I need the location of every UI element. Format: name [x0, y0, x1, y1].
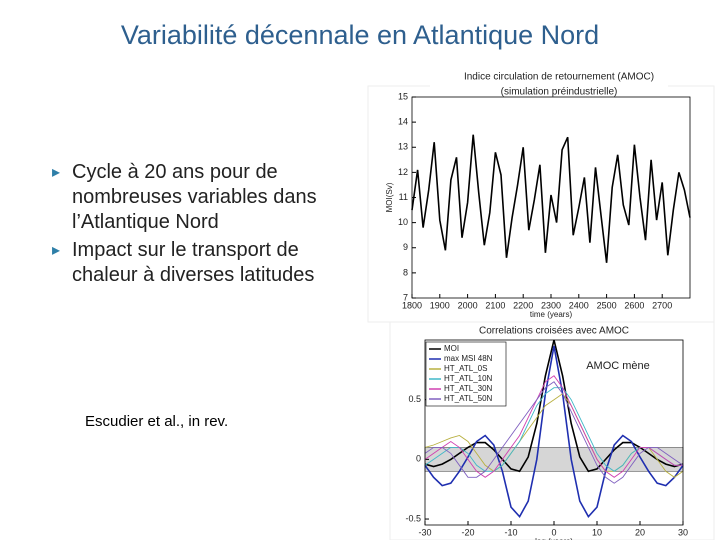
legend-label: HT_ATL_10N — [444, 374, 493, 383]
y-tick-label: 13 — [398, 142, 408, 152]
x-tick-label: 2600 — [624, 300, 644, 310]
chart-title: Indice circulation de retournement (AMOC… — [464, 72, 654, 83]
series-line — [424, 381, 684, 484]
chart-subtitle: (simulation préindustrielle) — [501, 87, 618, 98]
x-tick-label: -10 — [504, 527, 517, 537]
x-axis-label: time (years) — [530, 310, 573, 319]
legend-label: max MSI 48N — [444, 354, 493, 363]
x-tick-label: 10 — [592, 527, 602, 537]
x-tick-label: 20 — [635, 527, 645, 537]
series-line — [424, 375, 683, 478]
y-tick-label: 10 — [398, 217, 408, 227]
x-tick-label: 2300 — [541, 300, 561, 310]
plot-frame — [424, 339, 684, 526]
series-line — [411, 134, 691, 263]
legend-label: MOI — [444, 344, 459, 353]
y-tick-label: 15 — [398, 91, 408, 101]
series-line — [424, 345, 684, 518]
legend-label: HT_ATL_30N — [444, 384, 493, 393]
bullet: Cycle à 20 ans pour de nombreuses variab… — [48, 160, 358, 235]
legend-label: HT_ATL_50N — [444, 394, 493, 403]
y-tick-label: -0.5 — [405, 513, 421, 523]
title-box — [430, 68, 668, 100]
x-tick-label: 2100 — [485, 300, 505, 310]
x-tick-label: 2700 — [652, 300, 672, 310]
legend-box — [425, 341, 507, 407]
x-tick-label: 2400 — [569, 300, 589, 310]
y-tick-label: 7 — [403, 292, 408, 302]
x-tick-label: 0 — [551, 527, 556, 537]
x-tick-label: 2200 — [513, 300, 533, 310]
x-tick-label: 1900 — [430, 300, 450, 310]
bullet: Impact sur le transport de chaleur à div… — [48, 238, 358, 288]
x-tick-label: -20 — [461, 527, 474, 537]
citation: Escudier et al., in rev. — [85, 413, 229, 430]
y-tick-label: 11 — [399, 192, 408, 202]
x-tick-label: 2500 — [597, 300, 617, 310]
annotation: AMOC mène — [586, 360, 650, 372]
plot-frame — [411, 96, 691, 299]
y-tick-label: 12 — [398, 167, 408, 177]
chart-title: Correlations croisées avec AMOC — [479, 326, 629, 337]
y-tick-label: 9 — [403, 242, 408, 252]
x-tick-label: 30 — [678, 527, 688, 537]
y-axis-label: MOI(Sv) — [385, 182, 394, 212]
x-axis-label: lag (years) — [535, 537, 573, 540]
x-tick-label: -30 — [418, 527, 431, 537]
legend-label: HT_ATL_0S — [444, 364, 487, 373]
x-tick-label: 2000 — [458, 300, 478, 310]
slide-title: Variabilité décennale en Atlantique Nord — [120, 20, 600, 50]
y-tick-label: 14 — [398, 117, 408, 127]
y-tick-label: 0.5 — [408, 394, 421, 404]
bullet-list: Cycle à 20 ans pour de nombreuses variab… — [48, 160, 358, 291]
x-tick-label: 1800 — [402, 300, 422, 310]
y-tick-label: 8 — [403, 267, 408, 277]
y-tick-label: 0 — [416, 454, 421, 464]
